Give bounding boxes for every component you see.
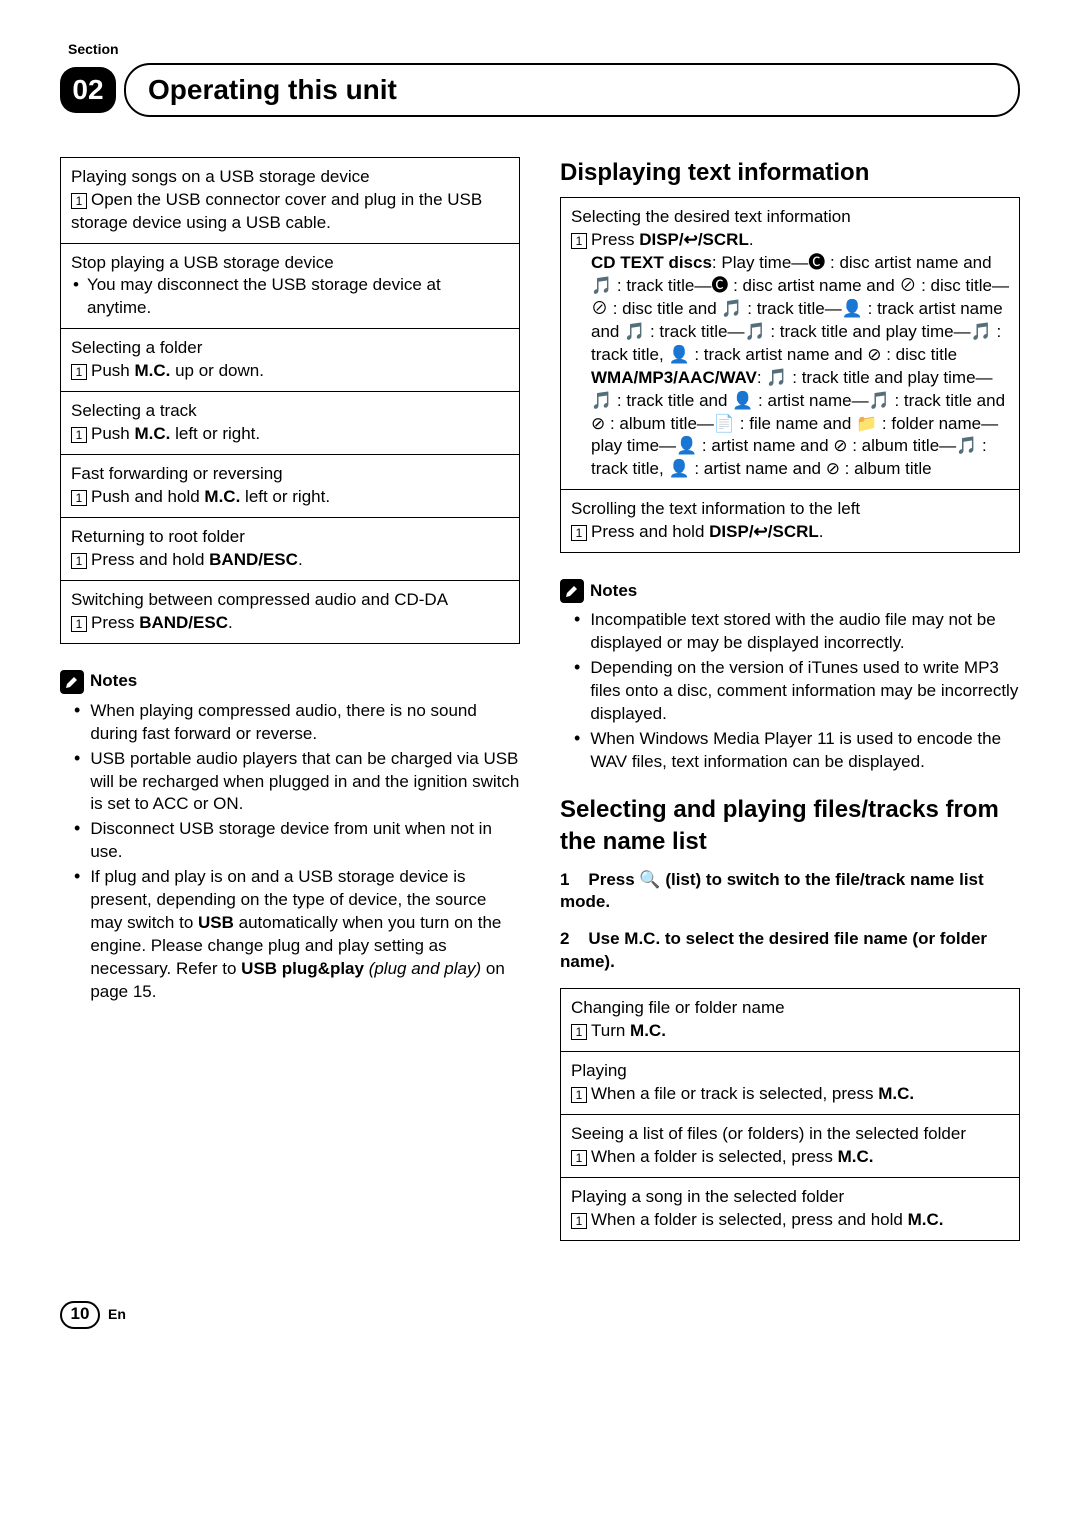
table-row: Fast forwarding or reversing 1Push and h… [61,455,520,518]
row-title: Stop playing a USB storage device [71,252,509,275]
language-label: En [108,1305,126,1324]
text-info-table: Selecting the desired text information 1… [560,197,1020,553]
row-title: Selecting a folder [71,337,509,360]
table-row: Playing 1When a file or track is selecte… [561,1052,1020,1115]
step-number-icon: 1 [571,525,587,541]
note-text: If plug and play is on and a USB storage… [90,866,520,1004]
page-title: Operating this unit [124,63,1020,117]
row-title: Scrolling the text information to the le… [571,498,1009,521]
row-title: Playing a song in the selected folder [571,1186,1009,1209]
wma-block: WMA/MP3/AAC/WAV: 🎵 : track title and pla… [571,367,1009,482]
step-number-icon: 1 [571,1213,587,1229]
heading-selecting-files: Selecting and playing files/tracks from … [560,794,1020,859]
row-title: Selecting a track [71,400,509,423]
table-row: Selecting a folder 1Push M.C. up or down… [61,329,520,392]
row-title: Seeing a list of files (or folders) in t… [571,1123,1009,1146]
row-bullet: You may disconnect the USB storage devic… [87,274,509,320]
page-number: 10 [60,1301,100,1329]
step-1: 1 Press 🔍 (list) to switch to the file/t… [560,869,1020,915]
notes-heading: Notes [90,670,137,693]
step-2: 2 Use M.C. to select the desired file na… [560,928,1020,974]
magnifier-icon: 🔍 [639,870,660,889]
notes-heading: Notes [590,580,637,603]
right-column: Displaying text information Selecting th… [560,157,1020,1241]
step-number-icon: 1 [71,553,87,569]
operations-table-1: Playing songs on a USB storage device 1O… [60,157,520,644]
page-footer: 10 En [60,1301,1020,1329]
row-title: Changing file or folder name [571,997,1009,1020]
cdtext-block: CD TEXT discs: Play time—🅒 : disc artist… [571,252,1009,367]
notes-list-right: Incompatible text stored with the audio … [560,609,1020,774]
table-row: Playing songs on a USB storage device 1O… [61,157,520,243]
pencil-icon [60,670,84,694]
notes-list-left: When playing compressed audio, there is … [60,700,520,1004]
step-number-icon: 1 [71,427,87,443]
note-text: When Windows Media Player 11 is used to … [590,728,1020,774]
table-row: Stop playing a USB storage device •You m… [61,243,520,329]
step-number-icon: 1 [571,1087,587,1103]
row-title: Switching between compressed audio and C… [71,589,509,612]
row-title: Playing songs on a USB storage device [71,166,509,189]
step-number-icon: 1 [571,1150,587,1166]
operations-table-2: Changing file or folder name 1Turn M.C. … [560,988,1020,1241]
note-text: Depending on the version of iTunes used … [590,657,1020,726]
table-row: Scrolling the text information to the le… [561,490,1020,553]
table-row: Selecting a track 1Push M.C. left or rig… [61,392,520,455]
row-title: Returning to root folder [71,526,509,549]
table-row: Returning to root folder 1Press and hold… [61,517,520,580]
step-number-icon: 1 [571,233,587,249]
step-number-icon: 1 [71,364,87,380]
row-step: Open the USB connector cover and plug in… [71,190,482,232]
step-number-icon: 1 [71,490,87,506]
note-text: When playing compressed audio, there is … [90,700,520,746]
row-title: Selecting the desired text information [571,206,1009,229]
left-column: Playing songs on a USB storage device 1O… [60,157,520,1241]
note-text: USB portable audio players that can be c… [90,748,520,817]
table-row: Selecting the desired text information 1… [561,198,1020,490]
pencil-icon [560,579,584,603]
step-number-icon: 1 [71,193,87,209]
section-number-badge: 02 [60,67,116,113]
row-title: Fast forwarding or reversing [71,463,509,486]
row-title: Playing [571,1060,1009,1083]
note-text: Disconnect USB storage device from unit … [90,818,520,864]
note-text: Incompatible text stored with the audio … [590,609,1020,655]
table-row: Switching between compressed audio and C… [61,580,520,643]
table-row: Playing a song in the selected folder 1W… [561,1177,1020,1240]
step-number-icon: 1 [71,616,87,632]
heading-displaying-text: Displaying text information [560,157,1020,189]
header-row: 02 Operating this unit [60,63,1020,117]
section-label: Section [68,40,1020,59]
table-row: Seeing a list of files (or folders) in t… [561,1115,1020,1178]
step-number-icon: 1 [571,1024,587,1040]
table-row: Changing file or folder name 1Turn M.C. [561,989,1020,1052]
